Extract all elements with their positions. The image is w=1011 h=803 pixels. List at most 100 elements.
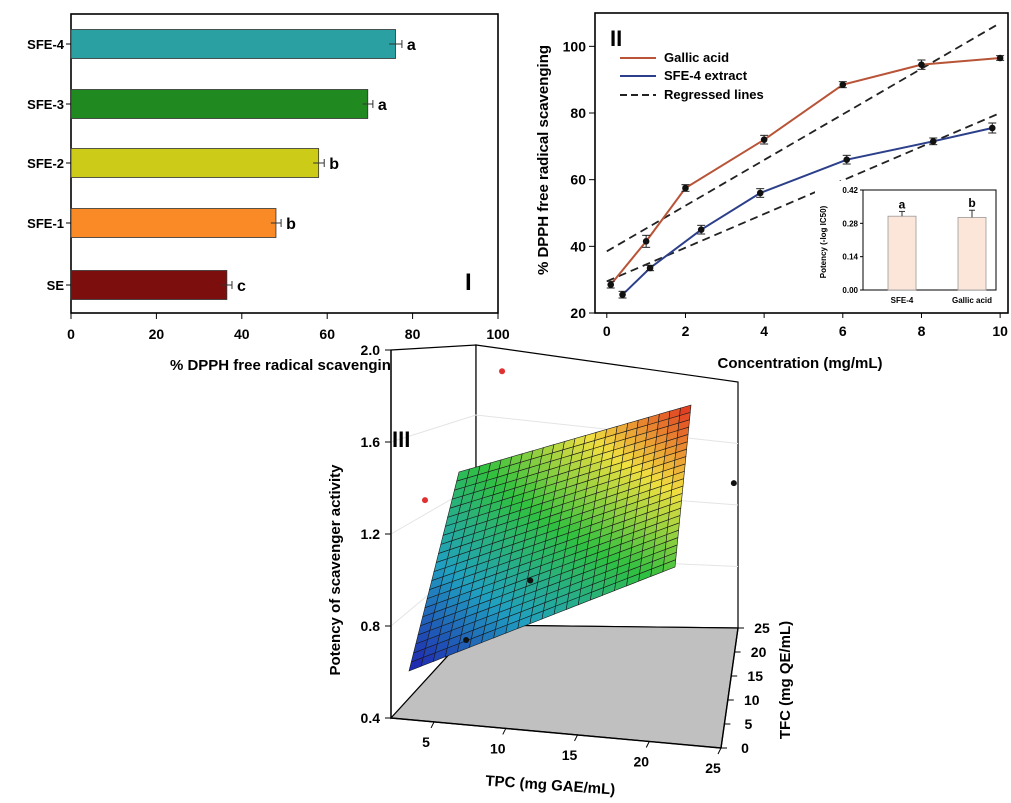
x-tick-label: 6 (839, 323, 847, 339)
category-label: SE (47, 278, 65, 293)
z-tick-label: 0.8 (361, 618, 381, 634)
category-label: SFE-3 (27, 97, 64, 112)
x-tick-label: 0 (67, 326, 75, 342)
data-point (697, 226, 705, 233)
surface-cell (679, 404, 692, 416)
x-axis-line (390, 717, 722, 749)
inset-significance-letter: b (968, 196, 975, 210)
z-tick-label: 0.4 (361, 710, 381, 726)
y-tick-label: 10 (744, 692, 760, 708)
significance-letter: a (378, 97, 387, 114)
x-tick-label: 20 (633, 753, 649, 769)
panel-iii-3d-surface: 0.4 0.8 1.2 1.6 2.0 5 10 15 20 25 0 5 10 15 20 25 III T… (327, 342, 794, 799)
x-tick (502, 728, 507, 735)
y-tick-label: 25 (754, 620, 770, 636)
x-tick-label: 10 (490, 740, 506, 756)
data-point (619, 291, 626, 298)
z-tick-label: 1.2 (361, 526, 381, 542)
data-point (988, 124, 996, 132)
x-tick (645, 741, 650, 748)
x-tick (717, 747, 722, 755)
bar-se (70, 270, 228, 300)
data-point (839, 81, 847, 88)
inset-category-label: Gallic acid (952, 296, 992, 305)
data-point-3d (730, 480, 737, 487)
panel-ii-inset-chart: 0.00 0.14 0.28 0.42 a SFE-4 b Gallic acid Poten… (815, 181, 998, 311)
y-tick-label: 80 (570, 105, 586, 121)
inset-y-axis-label: Potency (-log IC50) (819, 205, 828, 278)
x-tick-label: 80 (405, 326, 421, 342)
significance-letter: b (329, 156, 339, 173)
data-point-3d (463, 637, 470, 644)
data-point-3d (422, 497, 428, 504)
x-tick-label: 2 (682, 323, 690, 339)
panel-iii-x-axis-label: TPC (mg GAE/mL) (485, 772, 616, 798)
panel-ii-line-chart: 0 2 4 6 8 10 20 40 60 80 100 II Gallic acid SFE-4 e… (535, 12, 1009, 372)
inset-y-tick-label: 0.28 (842, 219, 858, 228)
data-point (682, 184, 689, 192)
panel-iii-letter: III (392, 427, 410, 452)
panel-ii-letter: II (610, 26, 622, 51)
y-tick-label: 15 (747, 668, 763, 684)
legend-label: Gallic acid (664, 50, 729, 65)
significance-letter: b (286, 216, 296, 233)
x-tick-label: 0 (603, 323, 611, 339)
data-point (760, 136, 768, 143)
x-tick-label: 8 (918, 323, 926, 339)
regression-line-1 (606, 22, 1001, 253)
panel-ii-legend: Gallic acid SFE-4 extract Regressed lines (620, 50, 764, 102)
inset-y-tick-label: 0.42 (842, 186, 858, 195)
z-tick-label: 1.6 (361, 434, 381, 450)
x-tick-label: 4 (760, 323, 768, 339)
category-label: SFE-1 (27, 216, 64, 231)
data-point (607, 281, 615, 288)
y-tick-label: 5 (745, 716, 753, 732)
x-tick-label: 5 (422, 734, 430, 750)
data-point-3d (527, 577, 534, 584)
y-tick-label: 20 (570, 305, 586, 321)
significance-letter: c (237, 278, 246, 295)
inset-category-label: SFE-4 (891, 296, 914, 305)
data-point (756, 189, 764, 197)
panel-ii-x-axis-label: Concentration (mg/mL) (718, 355, 883, 372)
inset-bar (957, 216, 987, 291)
data-point (646, 264, 654, 272)
y-tick-label: 100 (563, 38, 587, 54)
inset-y-tick-label: 0.14 (842, 253, 858, 262)
x-tick-label: 20 (149, 326, 165, 342)
data-point (929, 138, 937, 145)
data-point (642, 238, 650, 245)
x-tick-label: 10 (992, 323, 1008, 339)
significance-letter: a (407, 37, 416, 54)
x-tick-label: 40 (234, 326, 250, 342)
x-tick (574, 734, 578, 742)
data-point (843, 156, 851, 163)
z-tick-label: 2.0 (361, 342, 381, 358)
panel-ii-plot-frame (594, 12, 1009, 314)
bar-sfe-2 (70, 148, 320, 178)
y-tick-label: 20 (751, 644, 767, 660)
x-tick (430, 721, 435, 729)
panel-ii-y-axis-label: % DPPH free radical scavenging (535, 45, 552, 275)
data-point-3d (499, 368, 506, 375)
x-tick-label: 100 (486, 326, 510, 342)
y-tick-label: 0 (741, 740, 749, 756)
bar-sfe-1 (70, 208, 277, 238)
x-tick-label: 25 (705, 760, 721, 776)
x-tick-label: 15 (562, 747, 578, 763)
y-tick-label: 40 (570, 238, 586, 254)
y-axis-line (720, 627, 739, 749)
bar-sfe-3 (70, 89, 369, 119)
y-tick-label: 60 (570, 172, 586, 188)
panel-iii-y-axis-label: TFC (mg QE/mL) (777, 621, 794, 739)
panel-iii-z-axis-label: Potency of scavenger activity (327, 464, 344, 676)
x-tick-label: 60 (319, 326, 335, 342)
panel-i-letter: I (465, 269, 472, 296)
legend-label: Regressed lines (664, 87, 764, 102)
bar-sfe-4 (70, 29, 396, 59)
inset-bar (887, 215, 917, 291)
inset-y-tick-label: 0.00 (842, 286, 858, 295)
category-label: SFE-2 (27, 156, 64, 171)
inset-plot-frame (862, 189, 997, 291)
